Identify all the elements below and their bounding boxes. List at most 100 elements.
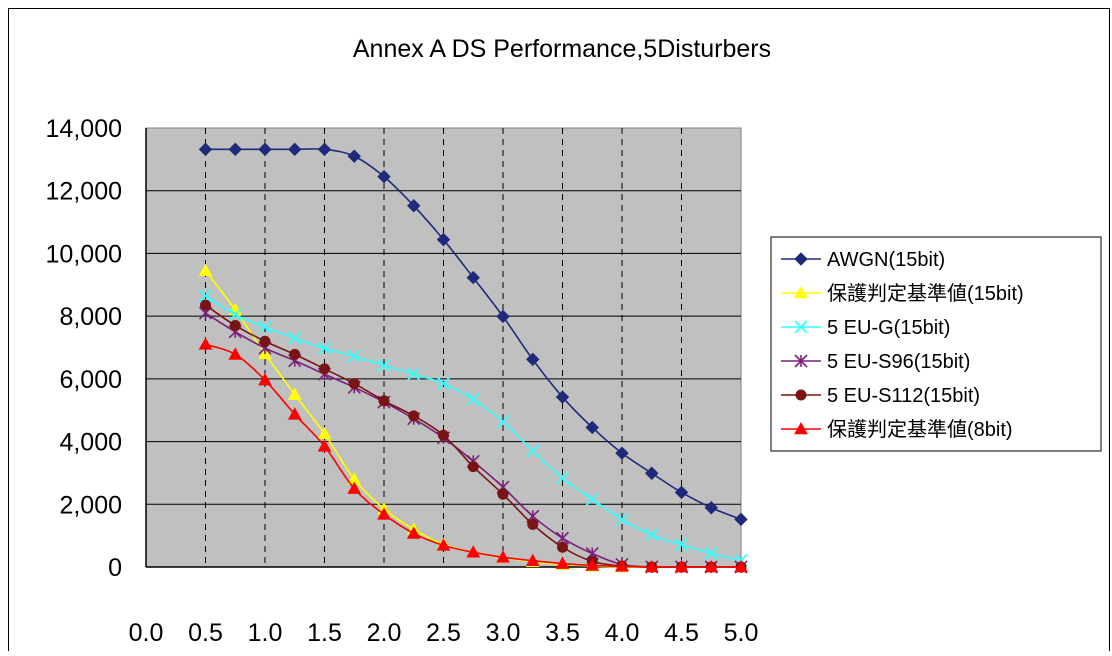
data-point (496, 414, 510, 429)
data-point (496, 550, 510, 563)
data-point (229, 320, 241, 332)
data-point (198, 142, 213, 157)
legend-swatch-marker (794, 421, 808, 435)
data-point (436, 232, 451, 247)
y-tick-label: 0 (108, 554, 122, 582)
y-tick-label: 12,000 (46, 178, 122, 206)
legend-label: 5 EU-G(15bit) (827, 317, 950, 339)
data-point (585, 558, 600, 571)
legend-label: 保護判定基準値(15bit) (827, 282, 1024, 305)
legend-item: 5 EU-G(15bit) (781, 317, 950, 339)
data-point (436, 538, 451, 551)
data-point (317, 426, 332, 440)
legend-label: 保護判定基準値(8bit) (827, 418, 1013, 441)
data-point (615, 446, 629, 460)
x-tick-label: 0.5 (188, 619, 223, 647)
data-point (615, 512, 629, 526)
data-point (228, 307, 242, 322)
x-tick-label: 3.5 (545, 619, 580, 647)
legend-item: 保護判定基準値(15bit) (781, 282, 1024, 305)
data-point (377, 507, 391, 520)
data-point (555, 471, 570, 485)
data-point (287, 387, 302, 400)
data-point (555, 390, 570, 404)
data-point (287, 407, 302, 420)
y-tick-label: 14,000 (46, 115, 122, 143)
data-point (198, 289, 213, 303)
data-point (645, 466, 659, 480)
data-point (674, 538, 689, 552)
y-tick-label: 4,000 (59, 429, 122, 457)
data-point (674, 485, 689, 500)
x-tick-label: 0.0 (129, 619, 164, 647)
data-point (198, 263, 213, 276)
data-point (466, 270, 480, 285)
data-point (347, 349, 361, 363)
data-point (466, 392, 480, 406)
data-point (408, 410, 420, 422)
legend-swatch-marker (794, 252, 808, 266)
data-point (704, 546, 718, 561)
data-point (527, 518, 539, 530)
data-point (348, 378, 360, 390)
series-5 (198, 337, 748, 573)
legend-swatch-marker (794, 320, 808, 334)
data-point (644, 559, 659, 573)
data-point (258, 320, 272, 334)
x-tick-label: 1.5 (307, 619, 342, 647)
x-tick-label: 4.0 (605, 619, 640, 647)
data-point (704, 559, 719, 573)
data-point (288, 142, 302, 157)
data-point (258, 373, 272, 386)
x-tick-label: 2.0 (367, 619, 402, 647)
legend-swatch-marker (795, 389, 807, 401)
x-tick-label: 1.0 (248, 619, 283, 647)
data-point (317, 341, 332, 356)
data-point (200, 299, 211, 311)
data-point (526, 444, 540, 458)
legend-item: 5 EU-S112(15bit) (781, 385, 980, 407)
data-point (555, 556, 570, 569)
data-point (585, 420, 599, 435)
data-point (407, 367, 421, 381)
data-point (525, 553, 540, 567)
data-point (734, 512, 748, 527)
data-point (407, 199, 421, 213)
x-tick-label: 2.5 (426, 619, 461, 647)
legend-label: AWGN(15bit) (827, 249, 945, 271)
legend-swatch-marker (794, 354, 808, 368)
data-point (645, 528, 659, 542)
data-point (228, 347, 243, 360)
data-point (258, 142, 272, 157)
data-point (585, 492, 599, 506)
data-point (377, 358, 391, 373)
data-point (198, 337, 213, 350)
chart-title: Annex A DS Performance,5Disturbers (353, 35, 771, 63)
data-point (526, 352, 540, 367)
legend-label: 5 EU-S112(15bit) (827, 385, 980, 407)
data-point (704, 501, 718, 515)
data-point (317, 439, 332, 452)
legend-item: 保護判定基準値(8bit) (781, 418, 1013, 441)
y-tick-label: 8,000 (59, 303, 122, 331)
data-point (406, 526, 421, 539)
data-point (319, 363, 330, 375)
data-point (347, 481, 362, 494)
x-tick-label: 5.0 (724, 619, 759, 647)
data-point (347, 149, 361, 163)
data-point (259, 335, 271, 347)
data-point (496, 309, 510, 324)
data-point (466, 545, 481, 558)
data-point (557, 541, 568, 553)
y-tick-label: 6,000 (59, 366, 122, 394)
data-point (436, 376, 451, 391)
legend-item: AWGN(15bit) (781, 249, 945, 271)
x-tick-label: 3.0 (486, 619, 521, 647)
legend-label: 5 EU-S96(15bit) (827, 351, 970, 373)
data-point (734, 559, 748, 573)
data-point (377, 169, 391, 184)
legend-box (770, 236, 1102, 452)
data-point (317, 142, 332, 157)
